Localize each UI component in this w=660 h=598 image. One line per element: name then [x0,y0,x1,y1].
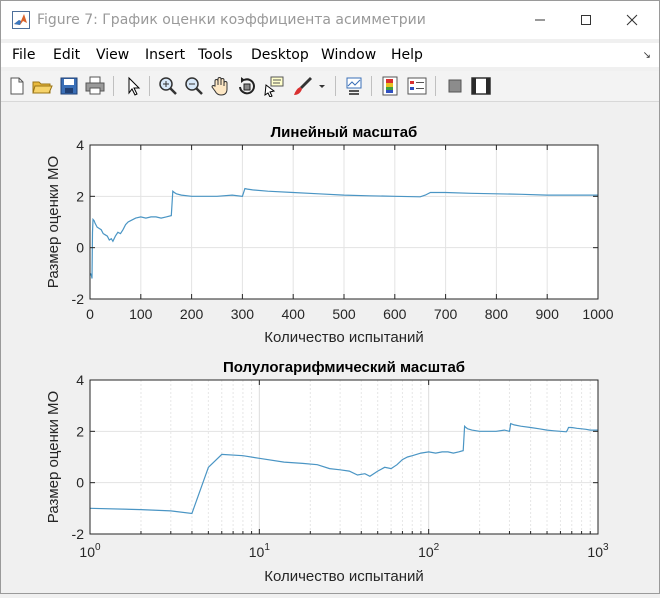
toolbar-separator [335,76,336,96]
x-tick-label: 600 [383,306,407,322]
save-icon [60,77,78,95]
x-tick-label: 102 [418,542,440,560]
insert-colorbar-button[interactable] [379,75,401,97]
y-tick-label: 4 [76,137,84,153]
semilog-axes: -2 0 2 4 100 101 102 103 Полулогарифмический мас… [45,359,609,585]
link-plot-button[interactable] [343,75,365,97]
y-tick-label: 4 [76,372,84,388]
figure-canvas-area: -2 0 2 4 0 100 200 300 400 500 600 700 800 900 1000 Лин… [1,102,659,593]
x-tick-label: 500 [332,306,356,322]
brush-icon [294,77,312,95]
menu-file[interactable]: File [12,47,36,63]
insert-legend-button[interactable] [406,75,428,97]
rotate-3d-icon [239,77,255,95]
y-axis-label: Размер оценки МО [45,156,62,288]
x-tick-label: 300 [231,306,255,322]
link-plot-icon [346,77,362,95]
maximize-button[interactable] [563,1,609,39]
minimize-icon [535,19,545,21]
x-tick-label: 900 [536,306,560,322]
x-tick-label: 103 [587,542,609,560]
open-file-button[interactable] [31,75,53,97]
pan-hand-icon [211,76,228,96]
edit-plot-button[interactable] [122,75,144,97]
data-cursor-button[interactable] [263,75,285,97]
insert-colorbar-icon [382,76,398,96]
show-plot-tools-icon [471,77,491,95]
dropdown-arrow-icon [319,85,325,88]
open-file-icon [32,81,53,94]
axes-box [89,379,599,535]
menu-window[interactable]: Window [321,47,377,63]
x-tick-label: 800 [485,306,509,322]
zoom-out-button[interactable] [183,75,205,97]
hide-plot-tools-button[interactable] [444,75,466,97]
y-tick-label: 0 [76,240,84,256]
toolbar-separator [149,76,150,96]
dock-arrow-icon[interactable]: ↘ [642,50,651,61]
zoom-in-button[interactable] [157,75,179,97]
x-tick-label: 101 [249,542,271,560]
x-tick-label: 700 [434,306,458,322]
menu-desktop[interactable]: Desktop [251,47,309,63]
x-axis-label: Количество испытаний [264,329,424,346]
pan-button[interactable] [209,75,231,97]
y-tick-label: 2 [76,188,84,204]
matlab-logo-icon [12,11,30,29]
rotate-3d-button[interactable] [236,75,258,97]
menu-view[interactable]: View [96,47,130,63]
x-tick-label: 100 [79,542,101,560]
new-figure-icon [10,77,24,95]
menu-tools[interactable]: Tools [198,47,233,63]
axes-title: Линейный масштаб [271,124,418,141]
menu-bar: File Edit View Insert Tools Desktop Wind… [1,43,659,67]
new-figure-button[interactable] [6,75,28,97]
y-tick-label: -2 [72,291,85,307]
y-tick-label: 0 [76,475,84,491]
menu-insert[interactable]: Insert [145,47,186,63]
data-series-line [89,187,598,279]
menu-help[interactable]: Help [391,47,423,63]
figure-toolbar [1,71,659,102]
y-axis-label: Размер оценки МО [45,391,62,523]
insert-legend-icon [407,77,427,95]
data-cursor-icon [264,76,284,97]
close-button[interactable] [609,1,655,39]
x-tick-label: 1000 [582,306,613,322]
x-tick-label: 0 [86,306,94,322]
y-tick-label: 2 [76,423,84,439]
menu-edit[interactable]: Edit [53,47,81,63]
close-icon [626,14,638,26]
print-button[interactable] [84,75,106,97]
title-bar: Figure 7: График оценки коэффициента аси… [1,1,659,39]
x-axis-label: Количество испытаний [264,568,424,585]
brush-button[interactable] [292,75,314,97]
x-tick-label: 400 [282,306,306,322]
show-plot-tools-button[interactable] [470,75,492,97]
toolbar-separator [371,76,372,96]
plot-background [90,380,598,534]
x-tick-label: 200 [180,306,204,322]
zoom-in-icon [159,77,177,95]
hide-plot-tools-icon [448,79,462,93]
brush-dropdown-button[interactable] [317,75,339,97]
axes-title: Полулогарифмический масштаб [223,359,465,376]
toolbar-separator [435,76,436,96]
edit-plot-arrow-icon [128,76,141,96]
y-tick-label: -2 [72,526,85,542]
x-tick-label: 100 [129,306,153,322]
data-series-line [89,422,598,515]
window-title: Figure 7: График оценки коэффициента аси… [37,12,426,28]
minimize-button[interactable] [517,1,563,39]
toolbar-separator [113,76,114,96]
zoom-out-icon [185,77,203,95]
print-icon [85,76,105,95]
save-button[interactable] [58,75,80,97]
maximize-icon [581,15,591,25]
